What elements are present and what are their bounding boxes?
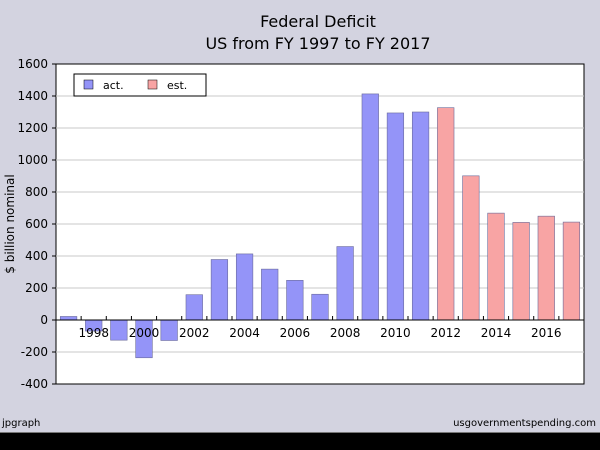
y-tick-label: 1000 bbox=[17, 153, 48, 167]
y-tick-label: 1600 bbox=[17, 57, 48, 71]
chart-frame: Federal Deficit US from FY 1997 to FY 20… bbox=[0, 0, 600, 433]
y-tick-label: -200 bbox=[21, 345, 48, 359]
legend-label-est: est. bbox=[167, 79, 187, 92]
y-axis: -400 -200 0 200 400 600 800 1000 1200 1400 1600 bbox=[17, 57, 56, 391]
bar-act-2008 bbox=[336, 246, 354, 321]
bar-act-2002 bbox=[185, 294, 203, 321]
bar-act-2003 bbox=[210, 259, 229, 321]
y-tick-label: 600 bbox=[25, 217, 48, 231]
y-tick-label: 400 bbox=[25, 249, 48, 263]
legend: act. est. bbox=[73, 73, 207, 97]
bar-est-2012 bbox=[437, 107, 455, 321]
y-tick-label: 200 bbox=[25, 281, 48, 295]
x-tick-label: 2008 bbox=[330, 326, 361, 340]
bar-act-2005 bbox=[261, 268, 279, 321]
legend-swatch-est bbox=[147, 79, 158, 90]
x-tick-label: 2012 bbox=[430, 326, 461, 340]
x-axis: 1998 2000 2002 2004 2006 2008 2010 2012 2014 2016 bbox=[55, 316, 585, 340]
bar-act-1999 bbox=[110, 319, 128, 341]
y-axis-label: $ billion nominal bbox=[3, 174, 17, 273]
footer-credit-jpgraph: jpgraph bbox=[2, 418, 41, 429]
bar-act-2001 bbox=[160, 319, 178, 341]
bar-act-2007 bbox=[311, 293, 329, 321]
bar-est-2013 bbox=[462, 175, 480, 321]
x-tick-label: 2014 bbox=[481, 326, 512, 340]
bar-act-2011 bbox=[411, 111, 430, 321]
y-tick-label: 1400 bbox=[17, 89, 48, 103]
x-tick-label: 2010 bbox=[380, 326, 411, 340]
x-tick-label: 1998 bbox=[78, 326, 109, 340]
legend-swatch-act bbox=[83, 79, 94, 90]
y-tick-label: 800 bbox=[25, 185, 48, 199]
x-tick-label: 2000 bbox=[129, 326, 160, 340]
legend-label-act: act. bbox=[103, 79, 124, 92]
legend-box bbox=[73, 73, 207, 97]
x-tick-label: 2004 bbox=[229, 326, 260, 340]
bar-est-2014 bbox=[487, 212, 505, 321]
bars bbox=[59, 93, 581, 359]
y-tick-label: -400 bbox=[21, 377, 48, 391]
y-tick-label: 1200 bbox=[17, 121, 48, 135]
x-tick-label: 2016 bbox=[531, 326, 562, 340]
chart-subtitle: US from FY 1997 to FY 2017 bbox=[205, 34, 430, 53]
deficit-chart: Federal Deficit US from FY 1997 to FY 20… bbox=[3, 12, 585, 391]
y-tick-label: 0 bbox=[40, 313, 48, 327]
x-tick-label: 2002 bbox=[179, 326, 210, 340]
x-tick-label: 2006 bbox=[280, 326, 311, 340]
bar-act-2006 bbox=[286, 280, 304, 321]
bar-act-2009 bbox=[361, 93, 379, 321]
chart-title: Federal Deficit bbox=[260, 12, 376, 31]
bar-est-2016 bbox=[537, 215, 555, 321]
bar-act-1997 bbox=[59, 316, 78, 321]
bar-est-2017 bbox=[562, 221, 581, 321]
bar-act-2010 bbox=[386, 112, 405, 321]
footer-credit-source: usgovernmentspending.com bbox=[453, 418, 596, 429]
bar-act-2004 bbox=[235, 253, 254, 321]
bar-est-2015 bbox=[512, 222, 530, 321]
